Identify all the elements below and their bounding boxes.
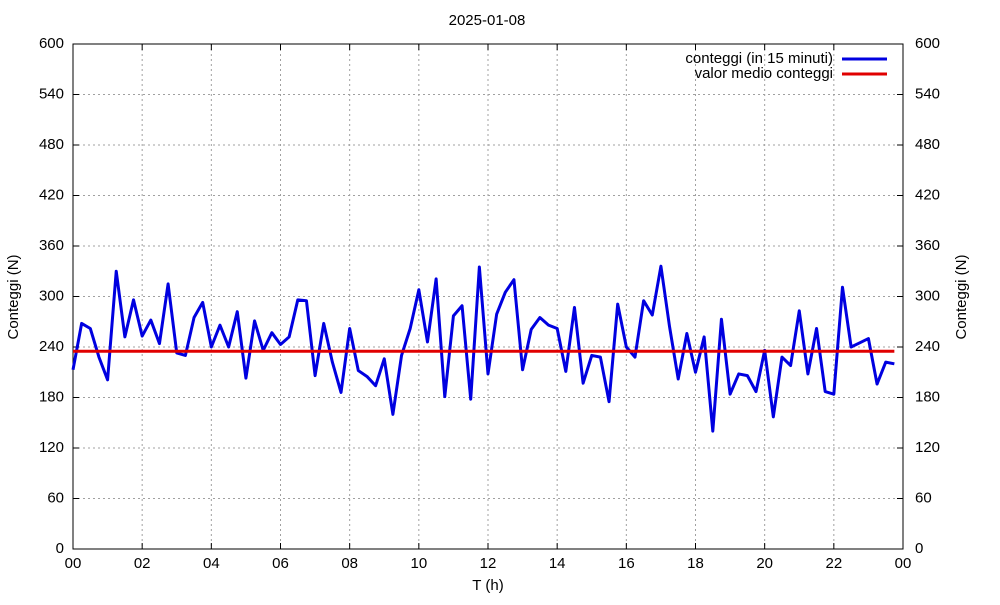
y-tick-label: 420	[39, 186, 64, 203]
x-tick-label: 20	[756, 555, 773, 572]
y-tick-label: 0	[56, 540, 64, 557]
x-tick-label: 16	[618, 555, 635, 572]
y2-tick-label: 480	[915, 136, 940, 153]
y2-tick-label: 60	[915, 489, 932, 506]
y2-tick-label: 120	[915, 439, 940, 456]
y2-tick-label: 240	[915, 338, 940, 355]
y-axis-label: Conteggi (N)	[5, 254, 22, 339]
y-tick-label: 360	[39, 237, 64, 254]
y2-tick-label: 0	[915, 540, 923, 557]
y-tick-label: 540	[39, 85, 64, 102]
y-tick-label: 120	[39, 439, 64, 456]
y2-axis-label: Conteggi (N)	[953, 254, 970, 339]
y2-tick-label: 540	[915, 85, 940, 102]
y-tick-label: 60	[47, 489, 64, 506]
x-tick-label: 18	[687, 555, 704, 572]
x-axis-label: T (h)	[472, 577, 503, 594]
x-tick-label: 12	[480, 555, 497, 572]
x-tick-label: 14	[549, 555, 566, 572]
x-tick-label: 22	[825, 555, 842, 572]
legend-label: conteggi (in 15 minuti)	[685, 50, 833, 67]
x-tick-label: 00	[65, 555, 82, 572]
legend-label: valor medio conteggi	[695, 65, 833, 82]
x-tick-label: 06	[272, 555, 289, 572]
series-line	[71, 264, 895, 433]
plot-border	[72, 43, 904, 550]
y-tick-label: 300	[39, 287, 64, 304]
y2-tick-label: 180	[915, 388, 940, 405]
x-tick-label: 10	[410, 555, 427, 572]
y-tick-label: 600	[39, 35, 64, 52]
y-tick-label: 480	[39, 136, 64, 153]
y2-tick-label: 420	[915, 186, 940, 203]
chart-title: 2025-01-08	[449, 12, 526, 29]
x-tick-label: 02	[134, 555, 151, 572]
y2-tick-label: 300	[915, 287, 940, 304]
x-tick-label: 00	[895, 555, 912, 572]
x-tick-label: 08	[341, 555, 358, 572]
x-tick-label: 04	[203, 555, 220, 572]
y-tick-label: 180	[39, 388, 64, 405]
y2-tick-label: 360	[915, 237, 940, 254]
y2-tick-label: 600	[915, 35, 940, 52]
y-tick-label: 240	[39, 338, 64, 355]
